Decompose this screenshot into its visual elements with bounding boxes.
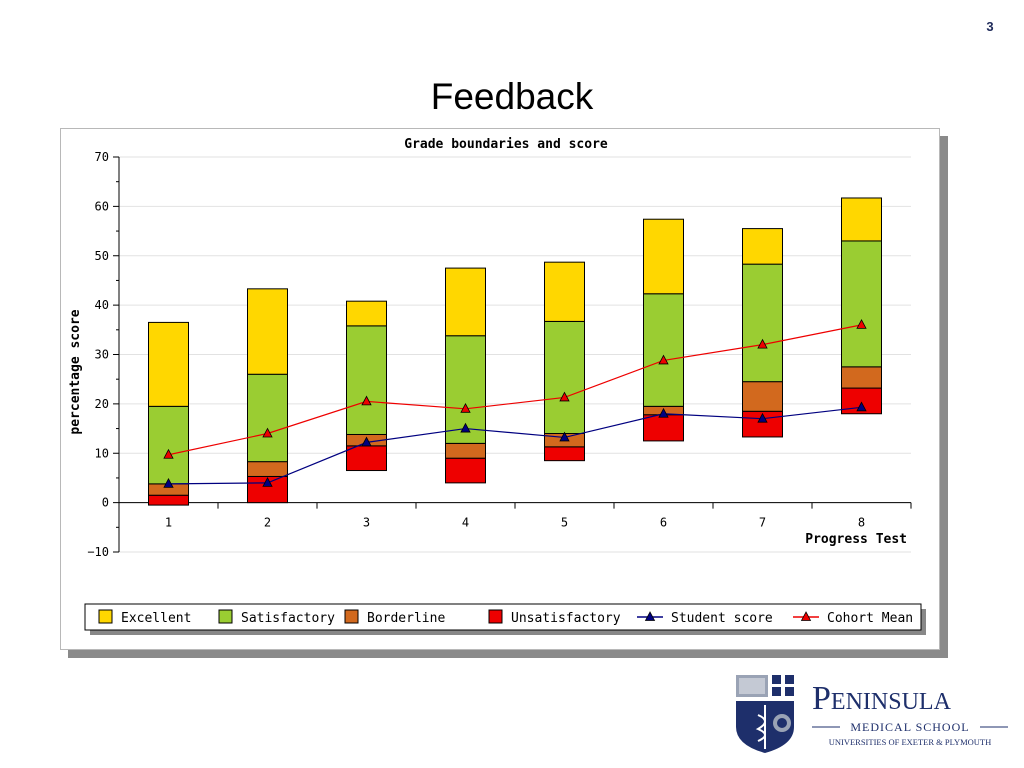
bar-excellent xyxy=(841,197,882,242)
cohort-mean-point xyxy=(163,448,174,459)
student-score-point xyxy=(163,478,174,488)
bar-excellent xyxy=(742,228,783,265)
chart-title: Grade boundaries and score xyxy=(404,137,608,152)
lines xyxy=(163,319,867,488)
logo-name: Peninsula xyxy=(812,680,952,717)
legend-swatch-excellent xyxy=(98,609,113,624)
cohort-mean-point xyxy=(658,354,669,365)
bar-satisfactory xyxy=(742,263,783,383)
bar-satisfactory xyxy=(841,240,882,368)
peninsula-logo: Peninsula Medical School Universities of… xyxy=(736,675,1008,753)
bar-unsatisfactory xyxy=(148,494,189,506)
bar-unsatisfactory xyxy=(544,446,585,462)
slide-title: Feedback xyxy=(430,76,594,117)
bar-excellent xyxy=(148,321,189,407)
bar-excellent xyxy=(445,267,486,337)
y-tick-label: 30 xyxy=(95,348,109,362)
student-score-point xyxy=(658,407,669,418)
y-tick-label: 60 xyxy=(95,199,109,213)
x-tick-label: 1 xyxy=(165,516,172,530)
student-score-point xyxy=(757,412,768,423)
y-tick-label: −10 xyxy=(87,545,109,559)
student-score-point xyxy=(262,477,273,487)
legend-label-satisfactory: Satisfactory xyxy=(241,611,335,626)
x-tick-label: 5 xyxy=(561,516,568,530)
bar-borderline xyxy=(841,366,882,389)
x-tick-label: 8 xyxy=(858,516,865,530)
cohort-mean-line xyxy=(168,324,862,456)
legend-marker-student-score xyxy=(644,611,656,621)
legend-swatch-unsatisfactory xyxy=(488,609,503,624)
student-score-point xyxy=(361,436,372,447)
legend-label-borderline: Borderline xyxy=(367,611,445,626)
legend: Excellent Satisfactory Borderline Unsatisfa… xyxy=(84,603,926,635)
chart: Grade boundaries and score −10 0 10 20 30 40 5… xyxy=(68,137,926,635)
x-tick-label: 7 xyxy=(759,516,766,530)
cohort-mean-point xyxy=(460,402,471,413)
x-tick-label: 6 xyxy=(660,516,667,530)
cohort-mean-point xyxy=(262,427,273,438)
bar-borderline xyxy=(445,442,486,459)
x-tick-label: 4 xyxy=(462,516,469,530)
bar-unsatisfactory xyxy=(346,445,387,472)
y-tick-label: 40 xyxy=(95,298,109,312)
bars xyxy=(148,197,882,506)
legend-swatch-borderline xyxy=(344,609,359,624)
bar-excellent xyxy=(247,288,288,375)
cohort-mean-point xyxy=(757,338,768,349)
student-score-line xyxy=(168,406,862,485)
bar-unsatisfactory xyxy=(643,414,684,442)
x-axis-label: Progress Test xyxy=(805,532,907,547)
grid xyxy=(119,156,911,553)
bar-satisfactory xyxy=(346,325,387,435)
student-score-point xyxy=(460,422,471,433)
bar-excellent xyxy=(544,261,585,322)
legend-label-cohort-mean: Cohort Mean xyxy=(827,611,913,626)
legend-label-unsatisfactory: Unsatisfactory xyxy=(511,611,621,626)
x-tick-label: 2 xyxy=(264,516,271,530)
bar-satisfactory xyxy=(643,293,684,407)
y-tick-label: 20 xyxy=(95,397,109,411)
bar-satisfactory xyxy=(544,320,585,434)
bar-excellent xyxy=(643,218,684,295)
y-tick-label: 10 xyxy=(95,446,109,460)
legend-label-student-score: Student score xyxy=(671,611,773,626)
legend-swatch-satisfactory xyxy=(218,609,233,624)
bar-borderline xyxy=(742,381,783,412)
bar-satisfactory xyxy=(148,405,189,485)
cohort-mean-point xyxy=(361,395,372,406)
y-tick-label: 0 xyxy=(102,496,109,510)
bar-unsatisfactory xyxy=(445,457,486,484)
bar-excellent xyxy=(346,300,387,327)
student-score-point xyxy=(856,401,867,412)
bar-satisfactory xyxy=(247,373,288,463)
logo-line2: Medical School xyxy=(850,720,969,734)
cohort-mean-point xyxy=(856,319,867,329)
crest-icon xyxy=(736,675,794,753)
logo-line3: Universities of Exeter & Plymouth xyxy=(829,737,992,747)
cohort-mean-point xyxy=(559,391,570,402)
axes: −10 0 10 20 30 40 50 60 70 1 2 3 4 5 6 7 8 xyxy=(87,150,912,559)
chart-panel: Grade boundaries and score −10 0 10 20 30 40 5… xyxy=(60,128,940,650)
legend-marker-cohort-mean xyxy=(800,611,812,621)
bar-borderline xyxy=(247,461,288,477)
y-tick-label: 50 xyxy=(95,249,109,263)
y-axis-label: percentage score xyxy=(68,309,83,434)
y-tick-label: 70 xyxy=(95,150,109,164)
legend-label-excellent: Excellent xyxy=(121,611,191,626)
page-number: 3 xyxy=(986,19,994,34)
x-tick-label: 3 xyxy=(363,516,370,530)
student-score-point xyxy=(559,431,570,442)
